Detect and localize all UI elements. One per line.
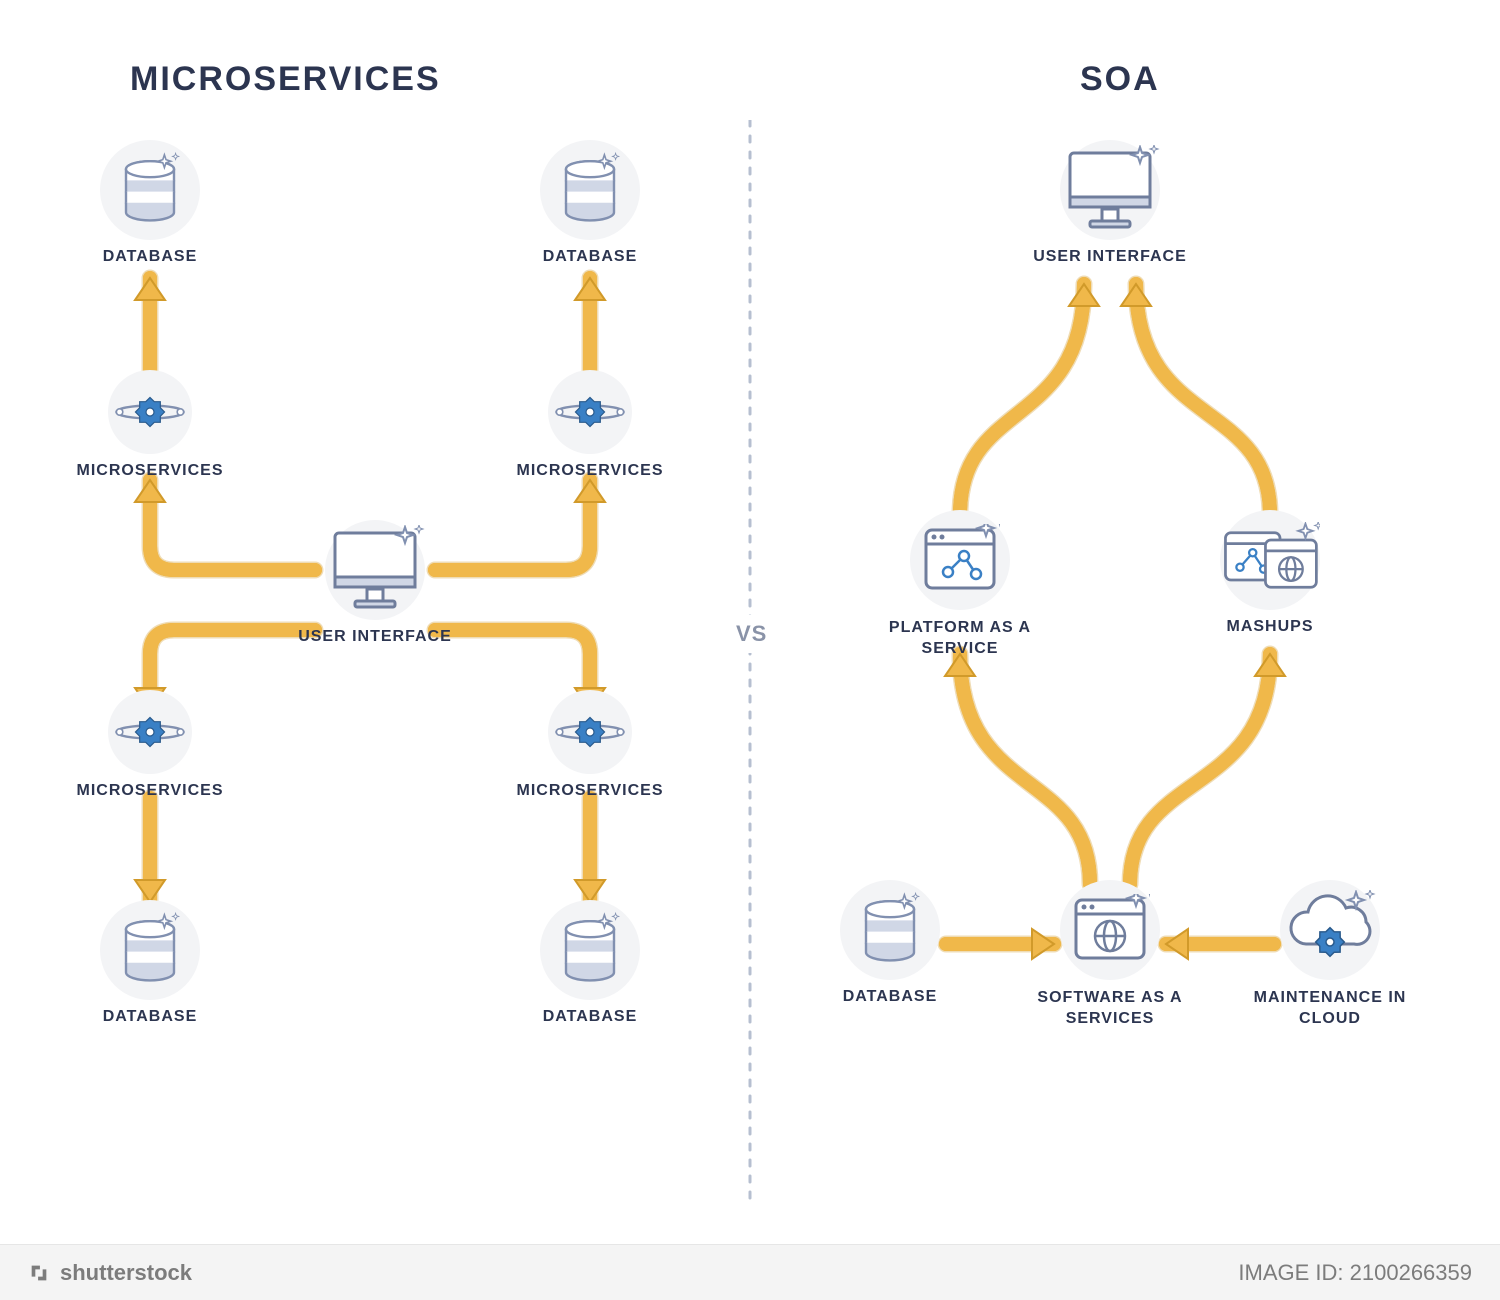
footer-id: IMAGE ID: 2100266359 xyxy=(1238,1260,1472,1286)
micro-db-icon xyxy=(540,900,640,1000)
micro-service: MICROSERVICES xyxy=(520,690,660,800)
micro-service-label: MICROSERVICES xyxy=(77,782,224,800)
micro-service: MICROSERVICES xyxy=(80,690,220,800)
micro-db-icon xyxy=(100,140,200,240)
micro-service-icon xyxy=(548,370,632,454)
micro-service-label: MICROSERVICES xyxy=(517,462,664,480)
arrow xyxy=(960,284,1099,514)
micro-service: MICROSERVICES xyxy=(80,370,220,480)
micro-db-label: DATABASE xyxy=(103,1008,198,1026)
micro-service-icon xyxy=(548,690,632,774)
micro-db: DATABASE xyxy=(520,900,660,1026)
arrow xyxy=(135,798,165,902)
vs-label: VS xyxy=(732,615,771,653)
soa-mash-icon xyxy=(1220,510,1320,610)
soa-cloud-label: MAINTENANCE IN CLOUD xyxy=(1250,988,1410,1030)
soa-saas: SOFTWARE AS A SERVICES xyxy=(1025,880,1195,1030)
arrow xyxy=(1121,284,1270,514)
soa-cloud-icon xyxy=(1280,880,1380,980)
footer: shutterstock IMAGE ID: 2100266359 xyxy=(0,1244,1500,1300)
soa-ui: USER INTERFACE xyxy=(1025,140,1195,266)
soa-ui-icon xyxy=(1060,140,1160,240)
arrow xyxy=(575,798,605,902)
micro-db-label: DATABASE xyxy=(543,1008,638,1026)
micro-service-icon xyxy=(108,370,192,454)
arrow xyxy=(1130,654,1285,884)
footer-brand: shutterstock xyxy=(28,1260,192,1286)
soa-db: DATABASE xyxy=(820,880,960,1006)
micro-db-label: DATABASE xyxy=(543,248,638,266)
micro-db: DATABASE xyxy=(520,140,660,266)
micro-service-label: MICROSERVICES xyxy=(77,462,224,480)
micro-ui-label: USER INTERFACE xyxy=(298,628,452,646)
soa-paas: PLATFORM AS A SERVICE xyxy=(870,510,1050,660)
arrow xyxy=(945,654,1090,884)
arrow xyxy=(435,480,605,570)
micro-service: MICROSERVICES xyxy=(520,370,660,480)
micro-ui-icon xyxy=(325,520,425,620)
micro-db: DATABASE xyxy=(80,900,220,1026)
soa-db-label: DATABASE xyxy=(843,988,938,1006)
micro-service-label: MICROSERVICES xyxy=(517,782,664,800)
micro-db: DATABASE xyxy=(80,140,220,266)
micro-db-label: DATABASE xyxy=(103,248,198,266)
diagram-canvas: MICROSERVICES SOA VS USER INTERFACE DATABA… xyxy=(0,0,1500,1300)
micro-db-icon xyxy=(540,140,640,240)
soa-mash-label: MASHUPS xyxy=(1226,618,1313,636)
title-soa: SOA xyxy=(1080,60,1160,99)
soa-paas-icon xyxy=(910,510,1010,610)
title-micro: MICROSERVICES xyxy=(130,60,441,99)
soa-saas-icon xyxy=(1060,880,1160,980)
soa-db-icon xyxy=(840,880,940,980)
soa-paas-label: PLATFORM AS A SERVICE xyxy=(880,618,1040,660)
micro-ui: USER INTERFACE xyxy=(295,520,455,646)
soa-ui-label: USER INTERFACE xyxy=(1033,248,1187,266)
micro-service-icon xyxy=(108,690,192,774)
micro-db-icon xyxy=(100,900,200,1000)
soa-mash: MASHUPS xyxy=(1190,510,1350,636)
arrow xyxy=(135,480,315,570)
soa-saas-label: SOFTWARE AS A SERVICES xyxy=(1030,988,1190,1030)
soa-cloud: MAINTENANCE IN CLOUD xyxy=(1245,880,1415,1030)
